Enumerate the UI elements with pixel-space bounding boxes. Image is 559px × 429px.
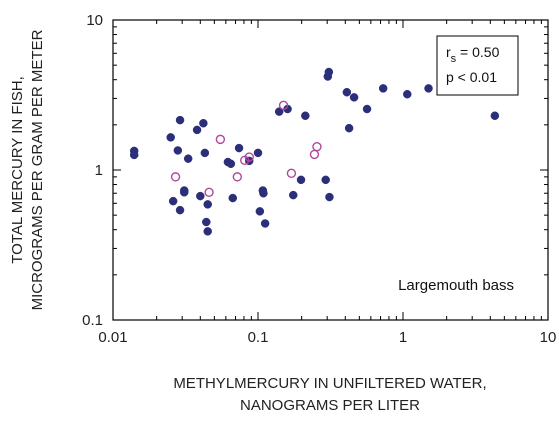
data-point-filled (234, 143, 244, 153)
data-point-filled (192, 125, 202, 135)
data-point-filled (288, 190, 298, 200)
data-point-filled (203, 200, 212, 209)
data-point-open (244, 152, 254, 162)
data-point-filled (199, 118, 208, 128)
data-point-filled (325, 192, 334, 202)
y-axis-title-line-1: TOTAL MERCURY IN FISH, (9, 76, 26, 264)
y-axis-title-line-2: MICROGRAMS PER GRAM PER METER (29, 29, 46, 310)
data-point-open (309, 149, 320, 160)
rs-subscript: s (451, 53, 457, 65)
x-tick-label: 0.01 (98, 329, 127, 346)
data-point-filled (173, 146, 183, 155)
data-point-filled (490, 111, 500, 120)
data-point-filled (179, 188, 189, 197)
data-point-filled (378, 84, 388, 93)
data-point-open (312, 141, 322, 152)
data-point-filled (203, 227, 212, 236)
data-point-open (170, 172, 181, 182)
data-point-filled (183, 154, 193, 163)
data-point-filled (260, 219, 270, 228)
statistics-annotation: rs = 0.50 p < 0.01 (436, 35, 519, 96)
data-point-open (232, 172, 243, 182)
data-point-filled (362, 104, 372, 114)
annotation-box (436, 35, 519, 96)
x-tick-label: 0.1 (248, 329, 269, 346)
axis-ticks (112, 20, 548, 321)
data-point-filled (259, 188, 268, 198)
rs-value-text: rs = 0.50 (446, 44, 500, 65)
series-label: Largemouth bass (398, 277, 514, 294)
data-point-filled (296, 175, 306, 185)
x-axis-title-line-1: METHYLMERCURY IN UNFILTERED WATER, (173, 375, 486, 392)
y-tick-label: 10 (86, 12, 103, 29)
data-point-filled (196, 191, 205, 201)
y-tick-label: 0.1 (82, 312, 103, 329)
data-point-filled (255, 207, 265, 216)
data-point-filled (253, 148, 263, 158)
data-point-open (278, 100, 289, 110)
data-point-open (286, 168, 297, 179)
data-point-filled (175, 205, 185, 215)
data-point-filled (228, 193, 238, 203)
data-point-filled (200, 148, 210, 158)
data-point-filled (344, 123, 354, 133)
x-axis-title-line-2: NANOGRAMS PER LITER (240, 397, 420, 414)
rs-prefix: r (446, 44, 451, 60)
data-point-filled (403, 89, 412, 99)
data-point-filled (342, 87, 352, 97)
x-tick-label: 10 (540, 329, 557, 346)
data-point-open (215, 134, 226, 145)
y-tick-label: 1 (95, 162, 103, 179)
data-point-filled (202, 217, 211, 227)
p-value-text: p < 0.01 (446, 69, 497, 85)
x-tick-label: 1 (399, 329, 407, 346)
data-point-filled (324, 67, 334, 77)
data-point-open (204, 187, 214, 198)
data-point-filled (166, 133, 175, 142)
data-point-filled (175, 115, 185, 125)
data-point-filled (168, 196, 178, 206)
data-point-filled (321, 175, 330, 185)
data-point-filled (129, 150, 139, 160)
data-point-filled (301, 111, 310, 120)
data-point-filled (349, 93, 359, 102)
data-point-filled (274, 107, 284, 116)
rs-value: = 0.50 (456, 44, 499, 60)
data-points (129, 67, 500, 236)
data-point-filled (424, 84, 433, 93)
data-point-filled (226, 159, 236, 169)
